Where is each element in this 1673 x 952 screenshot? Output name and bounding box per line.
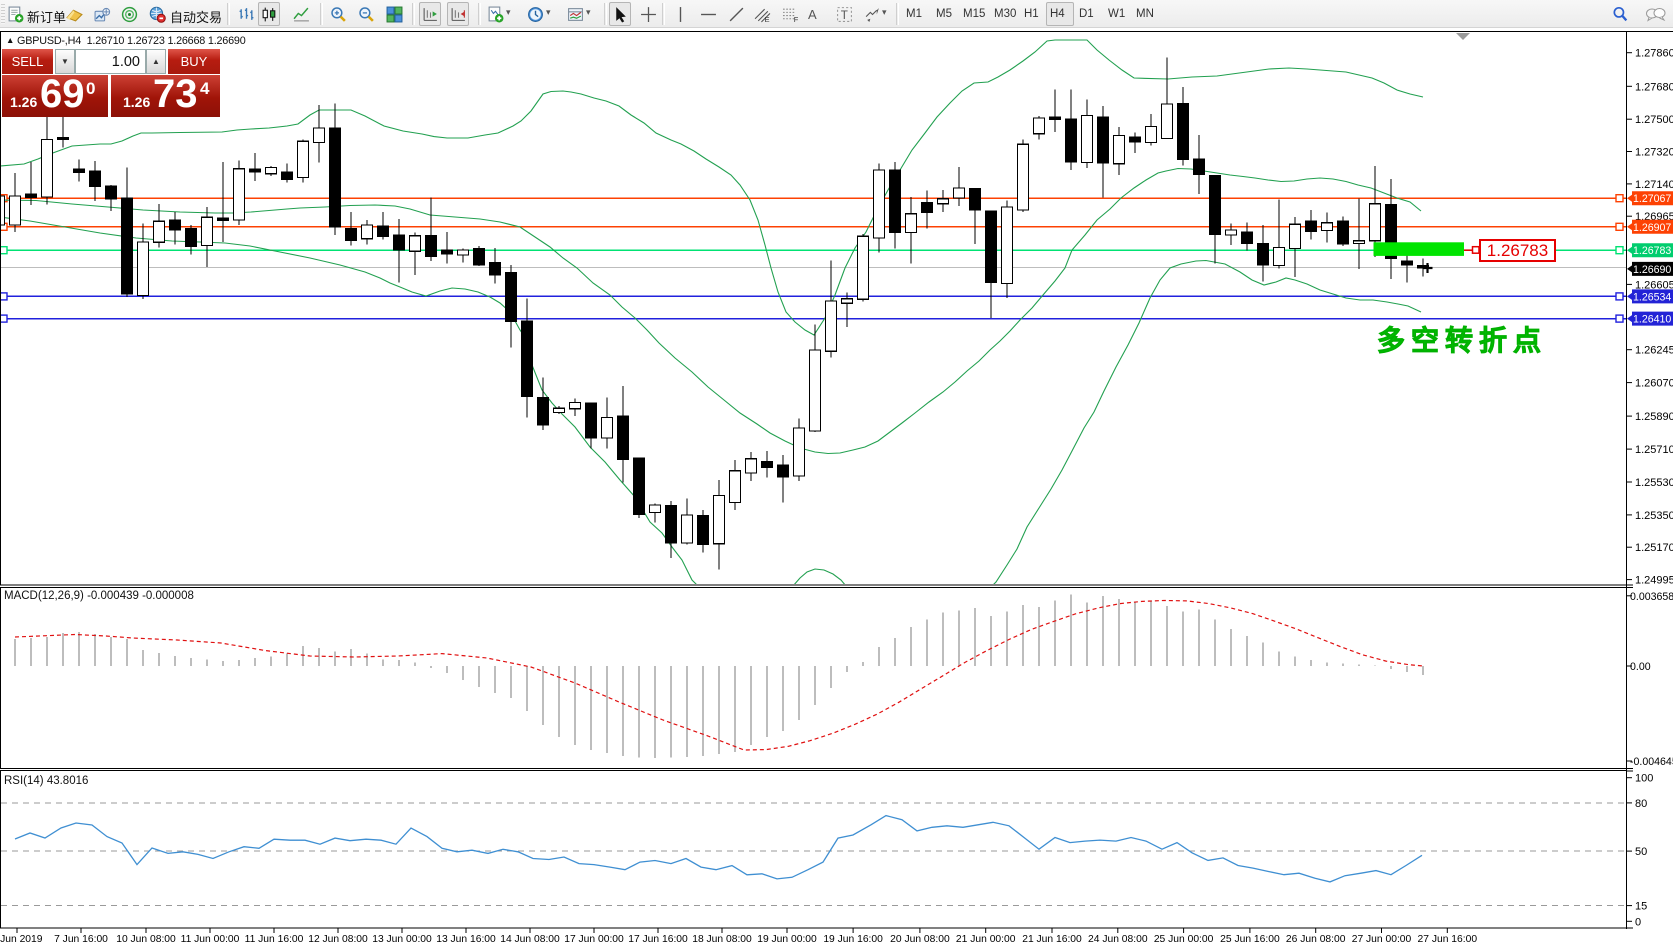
svg-text:0: 0 (1635, 916, 1641, 928)
svg-text:13 Jun 00:00: 13 Jun 00:00 (372, 934, 432, 945)
svg-text:1.26783: 1.26783 (1633, 245, 1671, 257)
svg-text:26 Jun 08:00: 26 Jun 08:00 (1286, 934, 1346, 945)
svg-text:0.00: 0.00 (1630, 661, 1651, 673)
svg-text:1.25710: 1.25710 (1635, 444, 1673, 456)
svg-text:21 Jun 16:00: 21 Jun 16:00 (1022, 934, 1082, 945)
svg-text:19 Jun 16:00: 19 Jun 16:00 (823, 934, 883, 945)
svg-text:1.27680: 1.27680 (1635, 81, 1673, 93)
svg-text:1.26690: 1.26690 (1633, 264, 1671, 276)
svg-text:1.27140: 1.27140 (1635, 179, 1673, 191)
svg-text:MACD(12,26,9) -0.000439 -0.000: MACD(12,26,9) -0.000439 -0.000008 (4, 590, 194, 602)
svg-text:21 Jun 00:00: 21 Jun 00:00 (956, 934, 1016, 945)
svg-text:20 Jun 08:00: 20 Jun 08:00 (890, 934, 950, 945)
svg-text:1.25530: 1.25530 (1635, 477, 1673, 489)
svg-text:7 Jun 2019: 7 Jun 2019 (0, 934, 43, 945)
svg-text:-0.004645: -0.004645 (1630, 756, 1673, 768)
svg-text:27 Jun 16:00: 27 Jun 16:00 (1418, 934, 1478, 945)
svg-text:1.26245: 1.26245 (1635, 345, 1673, 357)
svg-text:E: E (765, 15, 770, 23)
svg-text:1.26907: 1.26907 (1633, 222, 1671, 234)
svg-text:RSI(14) 43.8016: RSI(14) 43.8016 (4, 775, 88, 787)
svg-text:14 Jun 08:00: 14 Jun 08:00 (500, 934, 560, 945)
svg-text:18 Jun 08:00: 18 Jun 08:00 (692, 934, 752, 945)
svg-text:1.26410: 1.26410 (1633, 314, 1671, 326)
svg-text:100: 100 (1635, 773, 1653, 785)
svg-text:1.26534: 1.26534 (1633, 291, 1671, 303)
svg-text:13 Jun 16:00: 13 Jun 16:00 (436, 934, 496, 945)
svg-text:50: 50 (1635, 846, 1647, 858)
svg-text:T: T (841, 9, 848, 22)
svg-text:10 Jun 08:00: 10 Jun 08:00 (116, 934, 176, 945)
svg-text:7 Jun 16:00: 7 Jun 16:00 (54, 934, 108, 945)
svg-text:27 Jun 00:00: 27 Jun 00:00 (1352, 934, 1412, 945)
svg-text:1.25170: 1.25170 (1635, 542, 1673, 554)
svg-text:25 Jun 16:00: 25 Jun 16:00 (1220, 934, 1280, 945)
svg-text:F: F (794, 15, 799, 23)
svg-text:11 Jun 00:00: 11 Jun 00:00 (181, 934, 240, 945)
svg-text:12 Jun 08:00: 12 Jun 08:00 (308, 934, 368, 945)
svg-text:17 Jun 16:00: 17 Jun 16:00 (628, 934, 688, 945)
svg-text:19 Jun 00:00: 19 Jun 00:00 (757, 934, 817, 945)
svg-text:1.26070: 1.26070 (1635, 378, 1673, 390)
svg-text:1.26605: 1.26605 (1635, 279, 1673, 291)
svg-text:25 Jun 00:00: 25 Jun 00:00 (1154, 934, 1214, 945)
svg-text:多空转折点: 多空转折点 (1377, 324, 1547, 356)
svg-text:80: 80 (1635, 798, 1647, 810)
svg-text:1.27067: 1.27067 (1633, 193, 1671, 205)
svg-text:24 Jun 08:00: 24 Jun 08:00 (1088, 934, 1148, 945)
svg-text:1.27500: 1.27500 (1635, 114, 1673, 126)
svg-text:1.27860: 1.27860 (1635, 48, 1673, 60)
svg-text:0.003658: 0.003658 (1630, 591, 1673, 603)
svg-text:1.27320: 1.27320 (1635, 147, 1673, 159)
svg-text:17 Jun 00:00: 17 Jun 00:00 (564, 934, 624, 945)
svg-text:1.24995: 1.24995 (1635, 575, 1673, 587)
svg-text:1.25350: 1.25350 (1635, 510, 1673, 522)
svg-text:15: 15 (1635, 901, 1647, 913)
svg-text:11 Jun 16:00: 11 Jun 16:00 (245, 934, 304, 945)
svg-text:1.25890: 1.25890 (1635, 411, 1673, 423)
